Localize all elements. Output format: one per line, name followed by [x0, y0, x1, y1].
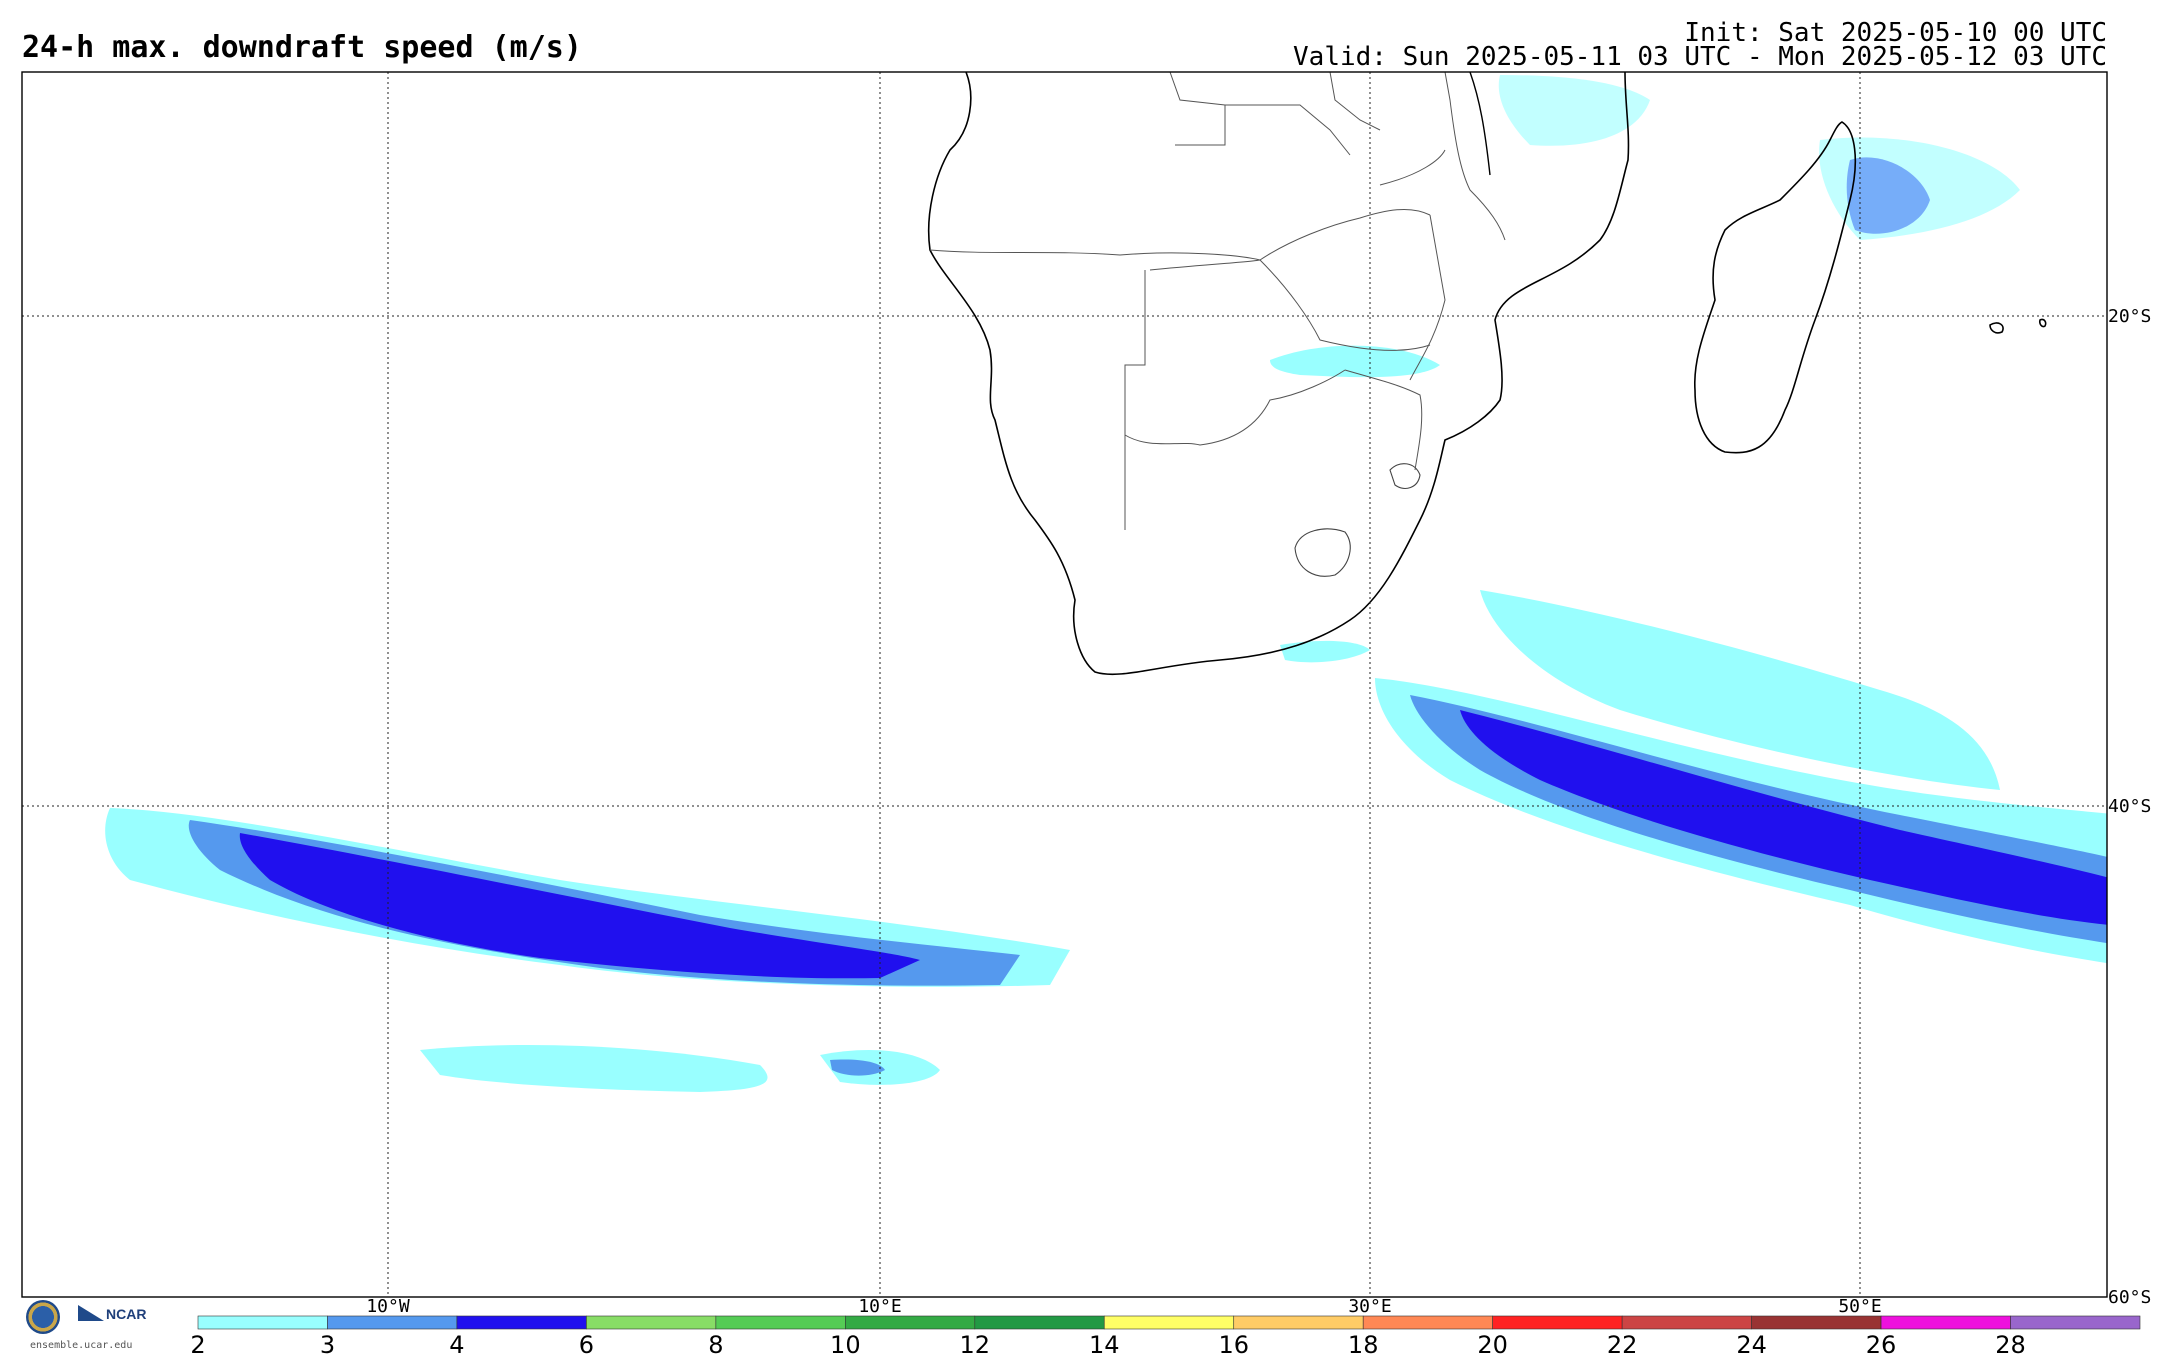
field-light-cyan-north: [1480, 590, 2000, 790]
coastlines: [927, 72, 2047, 676]
colorbar-swatch: [1103, 1315, 1235, 1330]
field-light-cyan-south: [420, 1045, 768, 1092]
downdraft-field-atlantic: [105, 808, 1071, 1092]
colorbar-swatch: [327, 1315, 458, 1330]
logos: NCAR ensemble.ucar.edu: [22, 1300, 162, 1354]
colorbar-swatch: [845, 1315, 976, 1330]
init-time: Init: Sat 2025-05-10 00 UTC: [1684, 18, 2107, 48]
colorbar-swatch: [197, 1315, 328, 1330]
lat-label-20s: 20°S: [2108, 306, 2151, 327]
colorbar-swatch: [2010, 1315, 2141, 1330]
lon-label-10e: 10°E: [858, 1296, 901, 1317]
mauritius-island: [2039, 318, 2047, 328]
lon-label-30e: 30°E: [1348, 1296, 1391, 1317]
lon-label-10w: 10°W: [366, 1296, 410, 1317]
downdraft-field-indian: [1270, 75, 2107, 964]
africa-coastline: [927, 72, 1630, 676]
colorbar-tick-label: 3: [320, 1331, 335, 1354]
colorbar-tick-label: 10: [830, 1331, 861, 1354]
field-dark-blue: [239, 833, 921, 979]
field-cape-cyan: [1280, 640, 1370, 663]
lesotho-border: [1294, 528, 1351, 577]
colorbar-tick-label: 26: [1866, 1331, 1897, 1354]
colorbar-swatch: [1233, 1315, 1364, 1330]
colorbar-tick-label: 20: [1477, 1331, 1508, 1354]
field-madagascar-cyan: [1819, 137, 2020, 240]
colorbar-swatch: [586, 1315, 717, 1330]
ncar-logo-mark: [78, 1305, 104, 1321]
ncar-logo-text: NCAR: [106, 1306, 147, 1322]
lon-label-50e: 50°E: [1838, 1296, 1881, 1317]
field-mozambique-cyan: [1498, 75, 1650, 146]
colorbar-swatch: [974, 1315, 1105, 1330]
colorbar-tick-label: 4: [449, 1331, 464, 1354]
valid-time: Valid: Sun 2025-05-11 03 UTC - Mon 2025-…: [1293, 42, 2107, 72]
colorbar-tick-label: 2: [190, 1331, 205, 1354]
map-content: [105, 72, 2107, 1092]
colorbar-swatch: [715, 1315, 846, 1330]
map-title: 24-h max. downdraft speed (m/s): [22, 30, 582, 65]
colorbar-swatch: [456, 1315, 587, 1330]
country-borders: [929, 72, 1506, 530]
field-blue-patch: [830, 1059, 885, 1076]
map-frame: [21, 71, 2108, 1298]
colorbar-swatch: [1880, 1315, 2011, 1330]
colorbar-tick-label: 28: [1995, 1331, 2026, 1354]
eswatini-border: [1389, 463, 1421, 489]
lat-label-60s: 60°S: [2108, 1287, 2151, 1308]
source-url: ensemble.ucar.edu: [30, 1340, 133, 1351]
colorbar-tick-label: 14: [1089, 1331, 1120, 1354]
colorbar-tick-label: 22: [1607, 1331, 1638, 1354]
colorbar-tick-label: 16: [1218, 1331, 1249, 1354]
colorbar-swatch: [1362, 1315, 1493, 1330]
colorbar-tick-label: 18: [1348, 1331, 1379, 1354]
field-dark-blue-east: [1460, 710, 2107, 925]
colorbar-swatch: [1621, 1315, 1752, 1330]
colorbar: 2 3 4 6 8 10 12 14 16 18 20 22 24 26 28: [190, 1315, 2141, 1354]
lat-label-40s: 40°S: [2108, 796, 2151, 817]
colorbar-swatch: [1492, 1315, 1623, 1330]
colorbar-tick-label: 24: [1736, 1331, 1767, 1354]
colorbar-tick-label: 12: [960, 1331, 991, 1354]
nsf-logo: [26, 1300, 60, 1334]
colorbar-swatch: [1751, 1315, 1882, 1330]
colorbar-tick-label: 8: [708, 1331, 723, 1354]
graticule: [22, 72, 2107, 1297]
comoros-island: [1989, 322, 2004, 334]
colorbar-tick-label: 6: [579, 1331, 594, 1354]
field-botswana-cyan: [1270, 345, 1440, 378]
madagascar-coastline: [1694, 121, 1857, 454]
lake-malawi: [1469, 72, 1491, 176]
